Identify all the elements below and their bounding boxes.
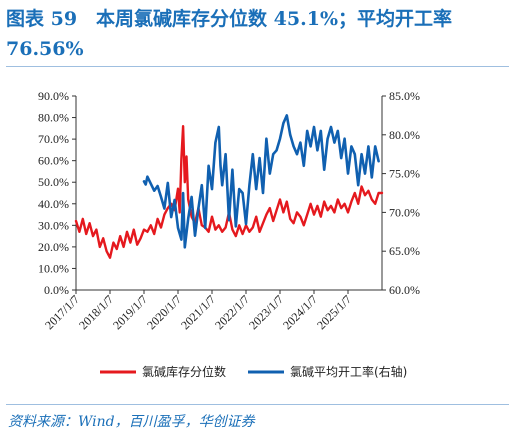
source-divider <box>6 404 509 405</box>
x-tick-label: 2023/1/7 <box>246 292 286 332</box>
y-left-tick-label: 50.0% <box>38 175 69 189</box>
series-line-inventory <box>74 125 384 259</box>
legend: 氯碱库存分位数 氯碱平均开工率(右轴) <box>100 364 407 379</box>
x-tick-label: 2018/1/7 <box>76 292 116 332</box>
x-tick-label: 2024/1/7 <box>280 292 320 332</box>
chart-svg: 0.0% 10.0% 20.0% 30.0% 40.0% 50.0% 60.0% 70.0% 8… <box>38 89 420 379</box>
y-left-tick-label: 90.0% <box>38 89 69 103</box>
y-left-tick-label: 80.0% <box>38 111 69 125</box>
y-left-tick-label: 10.0% <box>38 261 69 275</box>
source-note: 资料来源：Wind，百川盈孚，华创证券 <box>8 414 255 430</box>
y-right-tick-label: 80.0% <box>389 128 420 142</box>
series-line-operating-rate <box>142 114 380 249</box>
y-right-tick-label: 75.0% <box>389 167 420 181</box>
x-tick-label: 2025/1/7 <box>314 292 354 332</box>
legend-label-operating-rate: 氯碱平均开工率(右轴) <box>290 364 407 379</box>
y-right-tick-label: 85.0% <box>389 89 420 103</box>
x-tick-label: 2019/1/7 <box>110 292 150 332</box>
x-tick-label: 2021/1/7 <box>178 292 218 332</box>
x-tick-label: 2020/1/7 <box>144 292 184 332</box>
x-tick-label: 2022/1/7 <box>212 292 252 332</box>
y-left-tick-label: 30.0% <box>38 218 69 232</box>
legend-label-inventory: 氯碱库存分位数 <box>142 364 226 379</box>
y-left-tick-label: 0.0% <box>44 283 69 297</box>
y-right-tick-label: 70.0% <box>389 205 420 219</box>
y-left-tick-label: 20.0% <box>38 240 69 254</box>
series-layer <box>74 114 384 259</box>
y-right-tick-label: 65.0% <box>389 244 420 258</box>
y-left-tick-label: 70.0% <box>38 132 69 146</box>
title-divider <box>6 66 509 67</box>
y-left-tick-label: 40.0% <box>38 197 69 211</box>
x-tick-label: 2017/1/7 <box>42 292 82 332</box>
y-right-tick-label: 60.0% <box>389 283 420 297</box>
y-left-tick-label: 60.0% <box>38 154 69 168</box>
chart-title: 图表 59 本周氯碱库存分位数 45.1%；平均开工率 76.56% <box>6 8 453 60</box>
